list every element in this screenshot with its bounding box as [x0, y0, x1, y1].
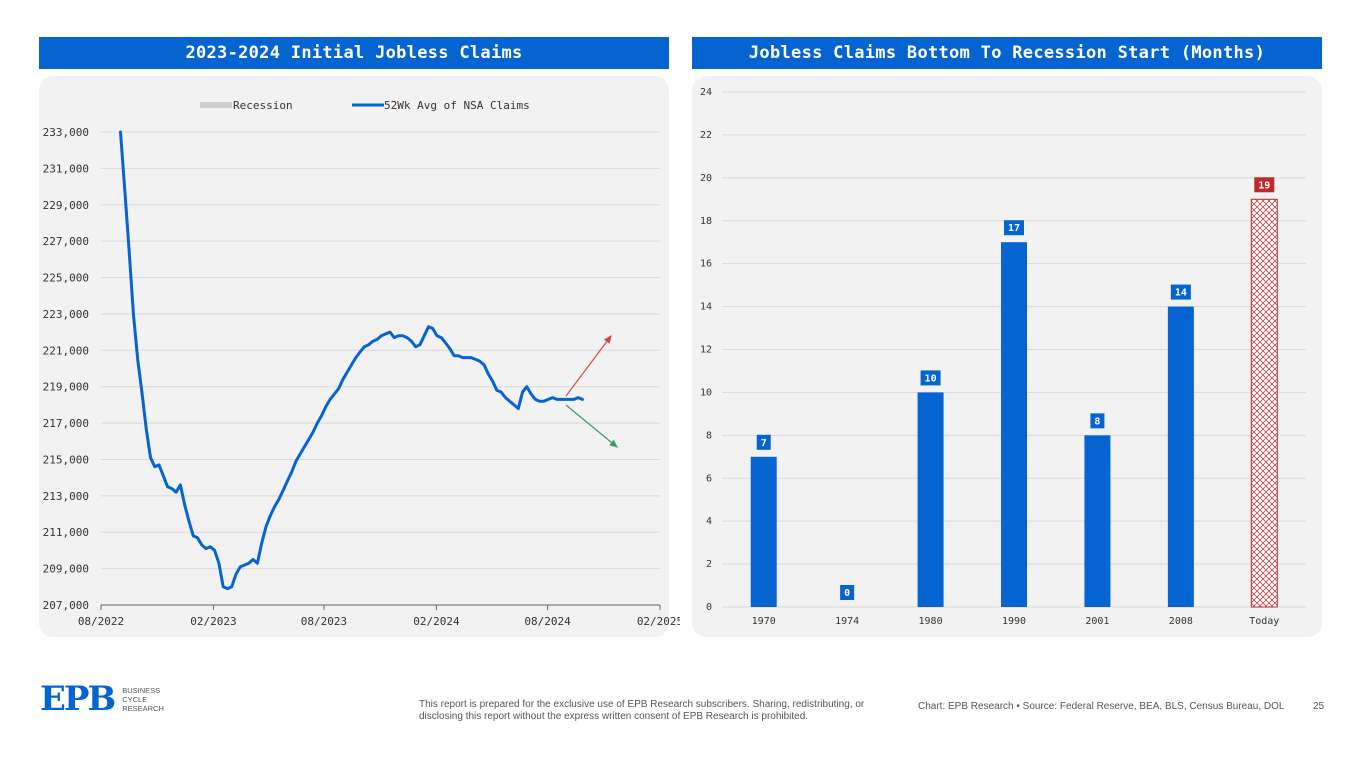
data-label: 17 — [1008, 223, 1020, 234]
y-tick-label: 20 — [700, 173, 712, 184]
y-tick-label: 8 — [706, 430, 712, 441]
y-tick-label: 0 — [706, 602, 712, 613]
y-tick-label: 225,000 — [43, 272, 89, 285]
bar-1990 — [1001, 242, 1027, 608]
up-arrow — [565, 335, 612, 397]
y-tick-label: 10 — [700, 387, 712, 398]
y-tick-label: 211,000 — [43, 526, 89, 539]
legend-recession-label: Recession — [233, 99, 293, 112]
left-chart-panel — [39, 76, 669, 637]
epb-logo: EPB BUSINESS CYCLE RESEARCH — [40, 679, 164, 719]
y-tick-label: 18 — [700, 216, 712, 227]
x-tick-label: 1970 — [752, 616, 776, 627]
y-tick-label: 229,000 — [43, 199, 89, 212]
y-tick-label: 207,000 — [43, 599, 89, 612]
x-tick-label: 1974 — [835, 616, 859, 627]
data-label-badge — [1254, 177, 1275, 193]
x-tick-label: 02/2023 — [190, 615, 236, 628]
x-tick-label: 1980 — [919, 616, 943, 627]
disclaimer: This report is prepared for the exclusiv… — [419, 699, 865, 722]
data-label-badge — [1090, 413, 1105, 429]
data-label-badge — [920, 370, 941, 386]
x-tick-label: 2001 — [1085, 616, 1109, 627]
y-tick-label: 2 — [706, 559, 712, 570]
data-label: 14 — [1175, 288, 1187, 299]
x-tick-label: 2008 — [1169, 616, 1193, 627]
x-tick-label: 1990 — [1002, 616, 1026, 627]
legend-claims-label: 52Wk Avg of NSA Claims — [384, 99, 530, 112]
data-label: 19 — [1258, 180, 1270, 191]
bar-2008 — [1167, 306, 1194, 607]
down-arrow — [565, 404, 618, 448]
logo-line: BUSINESS — [122, 685, 161, 695]
x-tick-label: 08/2023 — [301, 615, 347, 628]
data-label-badge — [1004, 220, 1024, 236]
data-label-badge — [1170, 284, 1191, 300]
y-tick-label: 24 — [700, 87, 712, 98]
bar-2001 — [1084, 435, 1111, 607]
data-label: 7 — [761, 438, 767, 449]
data-label: 8 — [1094, 416, 1100, 427]
y-tick-label: 217,000 — [43, 417, 89, 430]
y-tick-label: 227,000 — [43, 235, 89, 248]
data-label: 10 — [925, 373, 937, 384]
bar-1980 — [917, 392, 944, 607]
y-tick-label: 233,000 — [43, 126, 89, 139]
bar-today — [1250, 198, 1278, 608]
y-tick-label: 221,000 — [43, 344, 89, 357]
bar-1970 — [750, 456, 777, 607]
y-tick-label: 6 — [706, 473, 712, 484]
y-tick-label: 12 — [700, 345, 712, 356]
source-note: Chart: EPB Research • Source: Federal Re… — [918, 701, 1285, 712]
jobless-claims-line-chart: 207,000 209,000 211,000 213,000 215,000 217,0… — [43, 99, 680, 628]
y-tick-label: 16 — [700, 259, 712, 270]
y-tick-label: 215,000 — [43, 453, 89, 466]
y-tick-label: 223,000 — [43, 308, 89, 321]
logo-line: CYCLE — [122, 694, 148, 704]
data-label-badge — [840, 585, 855, 600]
x-tick-label: Today — [1249, 616, 1279, 627]
y-tick-label: 209,000 — [43, 563, 89, 576]
page-number: 25 — [1313, 701, 1325, 712]
logo-mark: EPB — [40, 679, 116, 719]
right-chart-title: Jobless Claims Bottom To Recession Start… — [692, 37, 1322, 69]
data-label: 0 — [844, 588, 850, 599]
logo-subtitle: BUSINESS CYCLE RESEARCH — [122, 686, 164, 713]
x-tick-label: 02/2025 — [637, 615, 680, 628]
x-tick-label: 02/2024 — [413, 615, 460, 628]
x-tick-label: 08/2024 — [524, 615, 571, 628]
y-tick-label: 219,000 — [43, 381, 89, 394]
left-chart-title: 2023-2024 Initial Jobless Claims — [39, 37, 669, 69]
y-tick-label: 14 — [700, 302, 712, 313]
data-label-badge — [756, 434, 771, 450]
y-tick-label: 22 — [700, 130, 712, 141]
y-tick-label: 4 — [706, 516, 712, 527]
y-tick-label: 213,000 — [43, 490, 89, 503]
y-tick-label: 231,000 — [43, 162, 89, 175]
series-52wk-avg-claims — [119, 130, 584, 591]
x-tick-label: 08/2022 — [78, 615, 124, 628]
logo-line: RESEARCH — [122, 703, 164, 713]
